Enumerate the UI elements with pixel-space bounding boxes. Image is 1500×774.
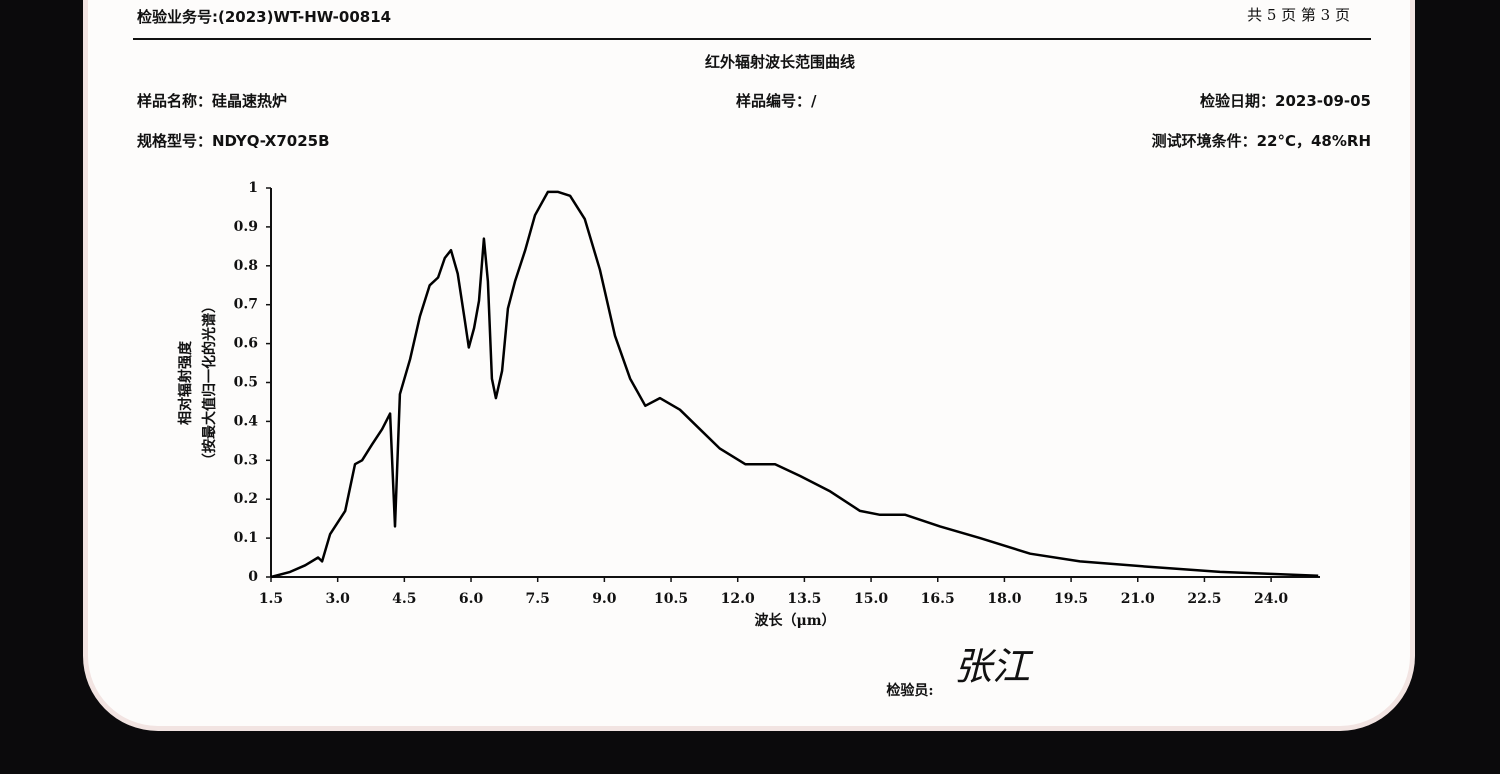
x-tick-label: 18.0 xyxy=(987,591,1021,607)
y-tick-label: 0.4 xyxy=(234,413,259,429)
environment: 测试环境条件：22°C，48%RH xyxy=(1151,132,1371,150)
spectrum-line xyxy=(270,190,1319,579)
y-axis-label: 相对辐射强度 xyxy=(177,340,194,425)
y-tick-label: 0.9 xyxy=(234,219,258,235)
model: 规格型号：NDYQ-X7025B xyxy=(137,132,330,150)
y-tick-label: 0.5 xyxy=(234,375,258,391)
x-tick-label: 3.0 xyxy=(325,591,350,607)
y-tick-label: 0.7 xyxy=(234,297,258,313)
x-tick-label: 7.5 xyxy=(526,591,550,607)
x-tick-label: 12.0 xyxy=(721,591,755,607)
inspector-label: 检验员: xyxy=(886,682,933,699)
x-tick-label: 19.5 xyxy=(1054,591,1088,607)
x-tick-label: 15.0 xyxy=(854,591,888,607)
x-tick-label: 13.5 xyxy=(787,591,821,607)
page-no: 共 5 页 第 3 页 xyxy=(1247,6,1350,24)
sample-name: 样品名称：硅晶速热炉 xyxy=(137,92,288,110)
x-axis-label: 波长（μm） xyxy=(754,612,835,629)
x-tick-label: 1.5 xyxy=(259,591,283,607)
y-tick-label: 1 xyxy=(248,180,258,196)
signature: 张江 xyxy=(954,645,1034,689)
report-no: 检验业务号:(2023)WT-HW-00814 xyxy=(137,8,392,26)
x-tick-label: 16.5 xyxy=(921,591,955,607)
sample-no: 样品编号：/ xyxy=(736,92,817,110)
header-rule xyxy=(133,38,1371,40)
x-tick-label: 24.0 xyxy=(1254,591,1288,607)
x-tick-label: 10.5 xyxy=(654,591,688,607)
x-tick-label: 9.0 xyxy=(592,591,617,607)
y-tick-label: 0.6 xyxy=(234,336,258,352)
y-tick-label: 0.3 xyxy=(234,452,258,468)
test-date: 检验日期：2023-09-05 xyxy=(1200,92,1371,110)
x-tick-label: 4.5 xyxy=(392,591,416,607)
y-axis-label: （按最大值归一化的光谱） xyxy=(201,299,218,467)
y-tick-label: 0.1 xyxy=(234,530,258,546)
x-tick-label: 6.0 xyxy=(459,591,484,607)
x-tick-label: 21.0 xyxy=(1121,591,1155,607)
y-tick-label: 0 xyxy=(248,569,258,585)
document xyxy=(88,0,1410,726)
y-tick-label: 0.8 xyxy=(234,258,258,274)
chart-title: 红外辐射波长范围曲线 xyxy=(704,53,855,71)
x-tick-label: 22.5 xyxy=(1187,591,1221,607)
y-tick-label: 0.2 xyxy=(234,491,258,507)
